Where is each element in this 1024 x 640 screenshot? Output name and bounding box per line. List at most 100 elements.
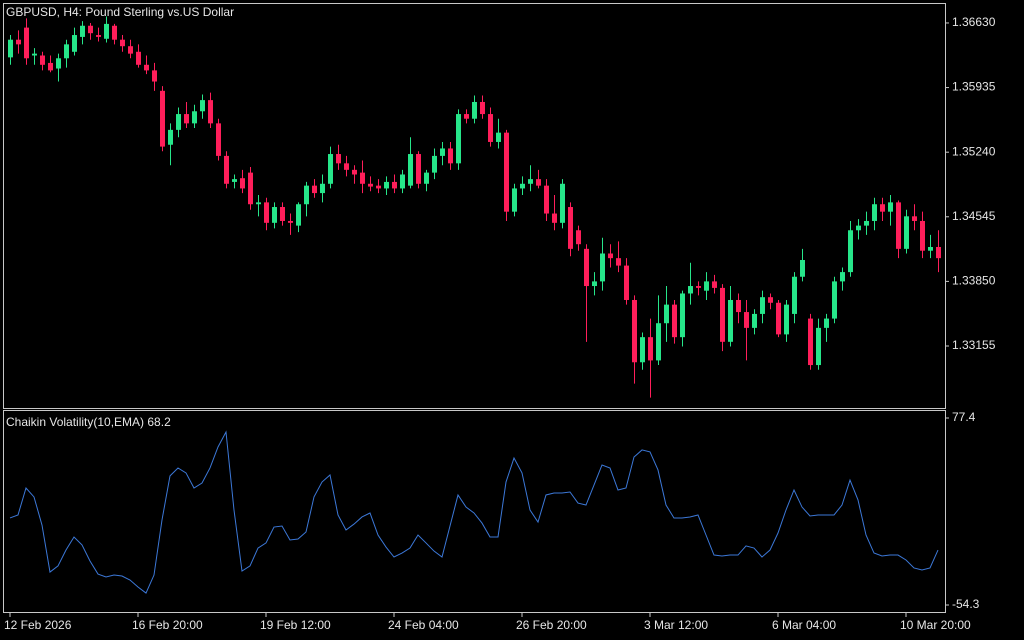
candle-body [624,265,629,300]
candle-body [440,148,445,156]
candle-body [888,202,893,212]
candle-body [224,155,229,184]
candle-body [168,129,173,145]
y-tick-label: -54.3 [952,597,980,611]
candle-body [336,154,341,164]
candle-body [432,155,437,173]
candle-body [40,55,45,65]
candle-body [200,100,205,112]
candle-body [552,213,557,223]
candle-body [720,287,725,342]
candle-body [304,185,309,205]
candle-body [912,216,917,221]
candle-body [504,132,509,212]
candle-body [96,35,101,37]
candle-body [184,114,189,124]
y-tick-label: 77.4 [952,410,976,424]
x-tick-label: 6 Mar 04:00 [772,618,836,632]
x-tick-label: 10 Mar 20:00 [900,618,971,632]
candle-body [792,276,797,314]
candle-body [536,179,541,186]
candle-body [272,207,277,223]
indicator-panel-frame [3,410,946,613]
candle-body [16,39,21,45]
candle-body [128,46,133,54]
candle-body [632,299,637,363]
chart-title: GBPUSD, H4: Pound Sterling vs.US Dollar [6,5,234,19]
candle-body [560,183,565,223]
candle-body [384,181,389,189]
candle-body [152,70,157,82]
candle-body [80,25,85,37]
candle-body [240,178,245,189]
candle-body [288,220,293,223]
candle-body [112,25,117,40]
candle-body [144,64,149,71]
candle-body [776,302,781,335]
candle-body [696,286,701,288]
marks [8,16,941,594]
indicator-title: Chaikin Volatility(10,EMA) 68.2 [6,415,171,429]
candle-body [408,154,413,186]
candle-body [808,318,813,366]
x-tick-label: 24 Feb 04:00 [388,618,459,632]
candle-body [48,62,53,71]
candle-body [936,246,941,259]
candle-body [568,207,573,249]
candle-body [256,202,261,205]
candle-body [640,337,645,363]
candle-body [64,44,69,59]
candle-body [280,207,285,221]
candle-body [312,185,317,194]
candle-body [496,132,501,142]
candle-body [816,327,821,366]
candle-body [760,297,765,314]
candle-body [528,179,533,184]
candle-body [216,123,221,156]
candle-body [736,299,741,313]
candle-body [768,297,773,303]
candle-body [192,111,197,124]
candle-body [120,39,125,47]
candle-body [416,154,421,184]
candle-body [600,253,605,282]
candle-body [400,174,405,189]
candle-body [248,172,253,205]
candle-body [320,183,325,194]
candle-body [864,220,869,226]
x-tick-label: 26 Feb 20:00 [516,618,587,632]
candle-body [800,260,805,277]
candle-body [896,202,901,249]
candle-body [608,253,613,259]
y-tick-label: 1.34545 [952,209,996,223]
candle-body [752,313,757,328]
candle-body [472,101,477,119]
candle-body [56,58,61,69]
candle-body [32,53,37,56]
candle-body [176,114,181,130]
y-tick-label: 1.35935 [952,80,996,94]
candle-body [232,179,237,182]
candle-body [880,204,885,212]
candle-body [848,230,853,273]
candle-body [368,183,373,187]
candle-body [480,101,485,115]
candle-body [664,304,669,324]
candle-body [464,114,469,119]
candle-body [584,248,589,287]
candle-body [512,188,517,212]
candle-body [264,202,269,223]
candle-body [136,51,141,65]
candle-body [648,337,653,361]
candle-body [392,181,397,189]
candle-body [488,114,493,142]
candle-body [376,185,381,189]
main-panel-frame [3,3,946,409]
y-tick-label: 1.35240 [952,144,996,158]
candle-body [840,272,845,282]
indicator-line [9,430,939,594]
candle-body [928,246,933,251]
x-tick-label: 19 Feb 12:00 [260,618,331,632]
